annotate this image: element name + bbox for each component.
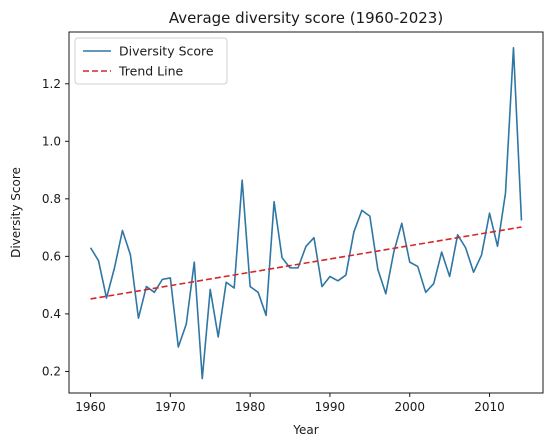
y-axis-label-group: Diversity Score	[9, 167, 23, 258]
trend-line	[90, 226, 522, 300]
legend-box	[74, 37, 228, 85]
legend-label-trend-line: Trend Line	[118, 64, 184, 79]
legend-label-diversity-score: Diversity Score	[119, 44, 214, 59]
x-tick-label: 1960	[75, 400, 106, 414]
y-tick-label: 1.2	[42, 77, 61, 91]
y-tick-label: 0.6	[42, 249, 61, 263]
y-axis-label: Diversity Score	[9, 167, 23, 258]
y-tick-label: 0.4	[42, 307, 61, 321]
x-axis-ticks: 1960 1970 1980 1990 2000 2010	[75, 393, 505, 414]
y-axis-ticks: 0.2 0.4 0.6 0.8 1.0 1.2	[42, 77, 69, 378]
chart-title: Average diversity score (1960-2023)	[169, 9, 443, 27]
legend: Diversity Score Trend Line	[74, 37, 228, 85]
diversity-score-line	[89, 47, 523, 380]
y-tick-label: 1.0	[42, 134, 61, 148]
x-axis-label: Year	[292, 423, 318, 437]
x-tick-label: 1990	[315, 400, 346, 414]
x-tick-label: 1980	[235, 400, 266, 414]
y-tick-label: 0.8	[42, 192, 61, 206]
x-tick-label: 2010	[474, 400, 505, 414]
y-tick-label: 0.2	[42, 364, 61, 378]
x-tick-label: 2000	[394, 400, 425, 414]
plot-frame	[68, 31, 544, 394]
x-tick-label: 1970	[155, 400, 186, 414]
series-layer	[89, 47, 523, 380]
